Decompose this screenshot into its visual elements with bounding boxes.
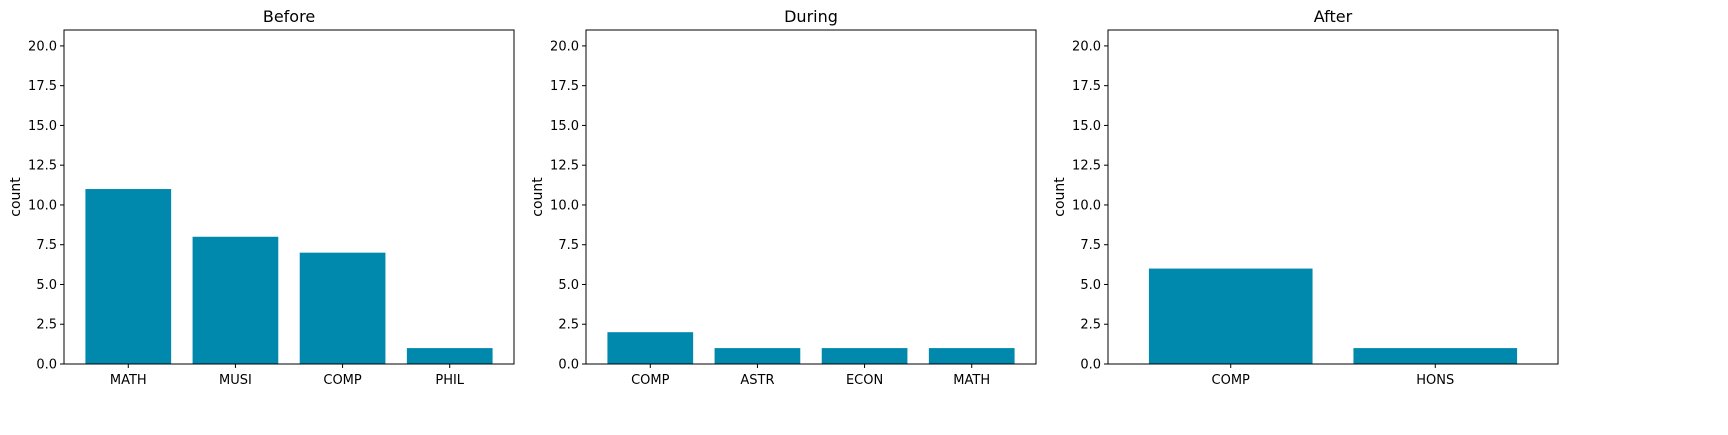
x-tick-label: PHIL bbox=[435, 373, 464, 388]
chart-title: During bbox=[784, 7, 838, 26]
bar-econ bbox=[821, 348, 908, 364]
y-tick-label: 10.0 bbox=[1072, 198, 1101, 213]
y-tick-label: 7.5 bbox=[36, 238, 57, 253]
bar-musi bbox=[192, 236, 279, 364]
bar-phil bbox=[406, 348, 493, 364]
y-tick-label: 0.0 bbox=[1080, 358, 1101, 373]
y-tick-label: 15.0 bbox=[1072, 119, 1101, 134]
y-tick-label: 15.0 bbox=[550, 119, 579, 134]
y-tick-label: 20.0 bbox=[550, 39, 579, 54]
chart-panel-during: 0.0 2.5 5.0 7.5 10.0 12.5 15.0 17.5 20.0 COMP ASTR… bbox=[530, 7, 1037, 388]
y-tick-label: 20.0 bbox=[1072, 39, 1101, 54]
x-tick-label: COMP bbox=[323, 373, 362, 388]
y-axis-label: count bbox=[8, 177, 24, 217]
x-tick-label: MATH bbox=[953, 373, 990, 388]
chart-panel-after: 0.0 2.5 5.0 7.5 10.0 12.5 15.0 17.5 20.0 COMP HONS… bbox=[1052, 7, 1559, 388]
y-axis-label: count bbox=[530, 177, 546, 217]
y-tick-label: 5.0 bbox=[36, 278, 57, 293]
x-tick-label: COMP bbox=[631, 373, 670, 388]
chart-panel-before: 0.0 2.5 5.0 7.5 10.0 12.5 15.0 17.5 20.0 MATH MUSI… bbox=[8, 7, 515, 388]
y-tick-label: 12.5 bbox=[28, 159, 57, 174]
y-tick-label: 17.5 bbox=[28, 79, 57, 94]
x-tick-label: HONS bbox=[1416, 373, 1454, 388]
y-tick-label: 0.0 bbox=[558, 358, 579, 373]
x-tick-label: ASTR bbox=[740, 373, 774, 388]
y-tick-label: 2.5 bbox=[1080, 318, 1101, 333]
y-tick-label: 12.5 bbox=[1072, 159, 1101, 174]
x-tick-label: ECON bbox=[846, 373, 883, 388]
y-tick-label: 17.5 bbox=[1072, 79, 1101, 94]
y-tick-label: 10.0 bbox=[550, 198, 579, 213]
chart-title: After bbox=[1314, 7, 1353, 26]
y-tick-label: 5.0 bbox=[1080, 278, 1101, 293]
y-tick-label: 0.0 bbox=[36, 358, 57, 373]
y-tick-label: 7.5 bbox=[1080, 238, 1101, 253]
x-tick-label: MATH bbox=[110, 373, 147, 388]
y-tick-label: 10.0 bbox=[28, 198, 57, 213]
bar-comp bbox=[1148, 268, 1313, 364]
bar-math bbox=[928, 348, 1015, 364]
y-tick-label: 7.5 bbox=[558, 238, 579, 253]
bar-hons bbox=[1353, 348, 1518, 364]
plot-frame bbox=[1107, 29, 1559, 365]
plot-frame bbox=[63, 29, 515, 365]
y-tick-label: 2.5 bbox=[558, 318, 579, 333]
chart-title: Before bbox=[263, 7, 315, 26]
y-tick-label: 12.5 bbox=[550, 159, 579, 174]
y-tick-label: 15.0 bbox=[28, 119, 57, 134]
bar-math bbox=[85, 189, 172, 364]
x-tick-label: COMP bbox=[1212, 373, 1251, 388]
bar-astr bbox=[714, 348, 801, 364]
y-tick-label: 2.5 bbox=[36, 318, 57, 333]
y-tick-label: 5.0 bbox=[558, 278, 579, 293]
bar-comp bbox=[607, 332, 694, 364]
y-axis-label: count bbox=[1052, 177, 1068, 217]
x-tick-label: MUSI bbox=[219, 373, 252, 388]
bar-comp bbox=[299, 252, 386, 364]
y-tick-label: 20.0 bbox=[28, 39, 57, 54]
plot-frame bbox=[585, 29, 1037, 365]
y-tick-label: 17.5 bbox=[550, 79, 579, 94]
